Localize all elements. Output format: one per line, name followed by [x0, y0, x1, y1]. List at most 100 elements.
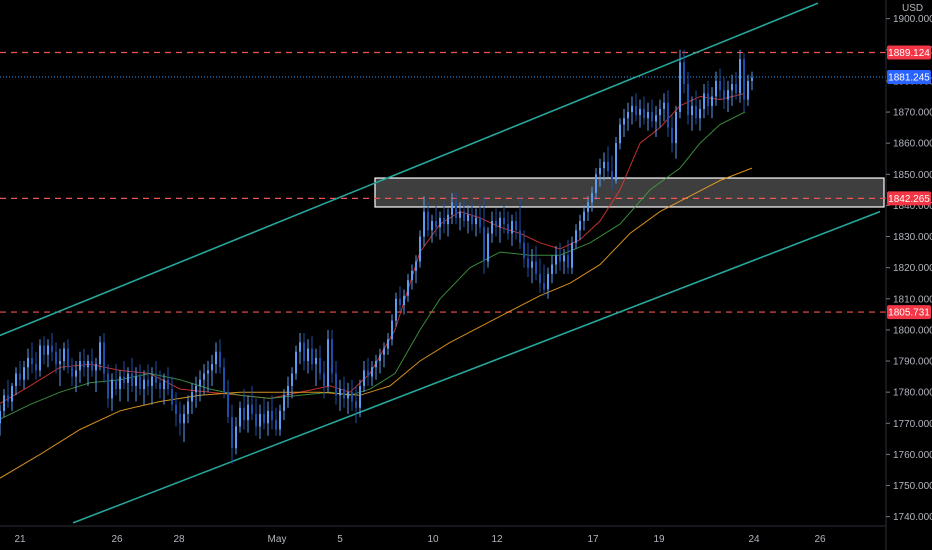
candle	[547, 267, 549, 299]
candle	[743, 52, 745, 113]
candle	[623, 108, 625, 137]
candle-body	[215, 351, 217, 365]
candle-body	[519, 230, 521, 243]
candle	[263, 398, 265, 430]
candle	[31, 342, 33, 374]
candle-body	[223, 367, 225, 393]
candle	[83, 348, 85, 377]
candle-body	[647, 112, 649, 119]
candle	[447, 208, 449, 237]
lower-channel-line	[72, 210, 881, 524]
candle-body	[463, 211, 465, 221]
candle	[691, 96, 693, 131]
ma-medium-line	[0, 111, 746, 420]
last-price-tag-bg	[887, 70, 931, 85]
candle-body	[475, 217, 477, 225]
candle-body	[119, 376, 121, 390]
candle	[555, 245, 557, 274]
candle-body	[559, 255, 561, 262]
candle-body	[147, 379, 149, 386]
candle	[63, 342, 65, 371]
x-tick-label: May	[268, 534, 287, 545]
candle	[435, 205, 437, 237]
candle-body	[511, 220, 513, 234]
trend-channel	[0, 2, 881, 524]
candle-body	[295, 351, 297, 374]
level-price-tag-1-text: 1842.265	[888, 194, 930, 205]
candle-body	[327, 339, 329, 386]
candle-body	[715, 80, 717, 97]
candle	[391, 314, 393, 346]
candle-body	[75, 370, 77, 377]
candle-body	[427, 211, 429, 231]
candle-body	[403, 295, 405, 306]
candle	[383, 342, 385, 368]
y-tick-label: 1900.000	[893, 14, 932, 25]
candle	[155, 361, 157, 390]
candle-body	[307, 348, 309, 362]
candle	[299, 333, 301, 365]
candle-body	[723, 90, 725, 100]
candle-body	[459, 211, 461, 218]
candle	[487, 227, 489, 268]
candle-body	[179, 413, 181, 424]
candle	[0, 404, 1, 436]
candle-body	[707, 93, 709, 106]
candle	[35, 351, 37, 380]
y-tick-label: 1740.000	[893, 512, 932, 523]
candle-body	[187, 401, 189, 414]
candle-body	[211, 364, 213, 371]
candle-body	[571, 242, 573, 268]
candle-body	[639, 108, 641, 116]
candle-body	[739, 59, 741, 94]
candle-body	[275, 420, 277, 430]
candle	[491, 211, 493, 243]
candle-body	[243, 407, 245, 421]
candle	[443, 202, 445, 234]
candle	[719, 68, 721, 100]
candle	[311, 336, 313, 371]
candle	[79, 351, 81, 383]
candle-body	[703, 93, 705, 109]
level-price-tag-0: 1889.124	[887, 45, 931, 60]
candle	[195, 376, 197, 408]
candle	[167, 367, 169, 396]
candle	[127, 367, 129, 402]
candle	[735, 71, 737, 100]
candle	[411, 264, 413, 290]
candle	[671, 115, 673, 153]
candle	[363, 361, 365, 393]
candle	[279, 404, 281, 436]
candle-body	[183, 413, 185, 424]
candle	[183, 404, 185, 442]
candle	[607, 146, 609, 178]
candle-body	[419, 236, 421, 262]
candle-body	[83, 361, 85, 368]
candle-body	[591, 192, 593, 203]
y-tick-label: 1860.000	[893, 139, 932, 150]
x-tick-label: 17	[587, 534, 599, 545]
candle	[215, 342, 217, 374]
candle	[307, 339, 309, 374]
x-tick-label: 12	[491, 534, 503, 545]
candle	[11, 382, 13, 411]
candle	[315, 348, 317, 386]
candle-body	[155, 376, 157, 383]
candle	[659, 99, 661, 128]
x-tick-label: 24	[748, 534, 760, 545]
candle-body	[395, 298, 397, 321]
candle	[731, 74, 733, 106]
candle-body	[343, 389, 345, 399]
moving-averages	[0, 92, 753, 479]
candle-body	[287, 385, 289, 396]
candle	[647, 102, 649, 131]
candle	[695, 90, 697, 125]
candle-body	[263, 413, 265, 424]
candle	[239, 401, 241, 433]
candle-body	[163, 379, 165, 390]
price-tags: 1889.124 1842.265 1805.731 1881.245	[887, 45, 931, 320]
candle	[663, 93, 665, 122]
supply-demand-zone	[374, 177, 885, 208]
time-axis[interactable]: 21 26 28 May 5 10 12 17 19 24 26	[14, 534, 826, 545]
